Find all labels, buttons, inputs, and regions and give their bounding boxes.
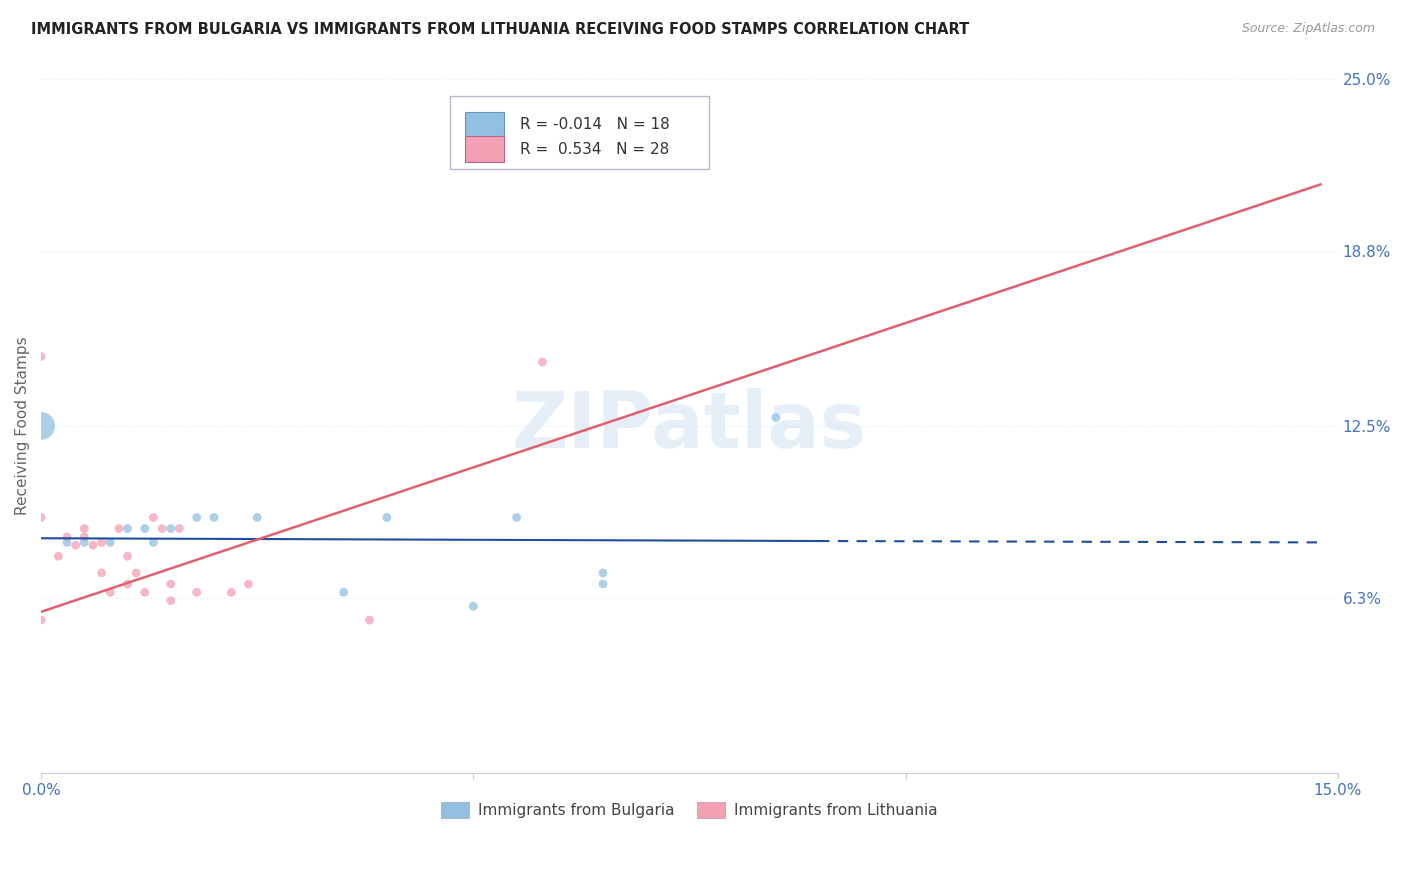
Point	[56, 530, 79, 544]
Point	[98, 535, 121, 549]
Point	[56, 535, 79, 549]
Point	[531, 355, 554, 369]
Point	[159, 593, 181, 607]
FancyBboxPatch shape	[450, 96, 709, 169]
Text: IMMIGRANTS FROM BULGARIA VS IMMIGRANTS FROM LITHUANIA RECEIVING FOOD STAMPS CORR: IMMIGRANTS FROM BULGARIA VS IMMIGRANTS F…	[31, 22, 969, 37]
Point	[505, 510, 527, 524]
Point	[117, 549, 139, 564]
Point	[117, 577, 139, 591]
Point	[73, 530, 96, 544]
Point	[73, 522, 96, 536]
Point	[142, 510, 165, 524]
Legend: Immigrants from Bulgaria, Immigrants from Lithuania: Immigrants from Bulgaria, Immigrants fro…	[434, 796, 943, 824]
Point	[186, 585, 208, 599]
Point	[30, 510, 52, 524]
Point	[82, 538, 104, 552]
Point	[117, 522, 139, 536]
Point	[202, 510, 225, 524]
Point	[30, 350, 52, 364]
Point	[238, 577, 260, 591]
Point	[134, 585, 156, 599]
Point	[73, 535, 96, 549]
Point	[134, 522, 156, 536]
Text: R = -0.014   N = 18: R = -0.014 N = 18	[520, 117, 669, 132]
Point	[375, 510, 398, 524]
Point	[30, 613, 52, 627]
Point	[90, 535, 112, 549]
Text: Source: ZipAtlas.com: Source: ZipAtlas.com	[1241, 22, 1375, 36]
Text: ZIPatlas: ZIPatlas	[512, 388, 868, 464]
Point	[219, 585, 242, 599]
Point	[65, 538, 87, 552]
Point	[142, 535, 165, 549]
Point	[159, 577, 181, 591]
Point	[48, 549, 70, 564]
Point	[592, 577, 614, 591]
Point	[98, 585, 121, 599]
Y-axis label: Receiving Food Stamps: Receiving Food Stamps	[15, 336, 30, 516]
Point	[765, 410, 787, 425]
Point	[108, 522, 131, 536]
Point	[463, 599, 485, 614]
FancyBboxPatch shape	[465, 112, 503, 138]
Point	[575, 150, 598, 164]
Point	[125, 566, 148, 580]
Point	[592, 566, 614, 580]
Text: R =  0.534   N = 28: R = 0.534 N = 28	[520, 142, 669, 157]
Point	[150, 522, 173, 536]
Point	[186, 510, 208, 524]
Point	[90, 566, 112, 580]
FancyBboxPatch shape	[465, 136, 503, 162]
Point	[246, 510, 269, 524]
Point	[169, 522, 191, 536]
Point	[359, 613, 381, 627]
Point	[332, 585, 354, 599]
Point	[30, 418, 52, 433]
Point	[159, 522, 181, 536]
